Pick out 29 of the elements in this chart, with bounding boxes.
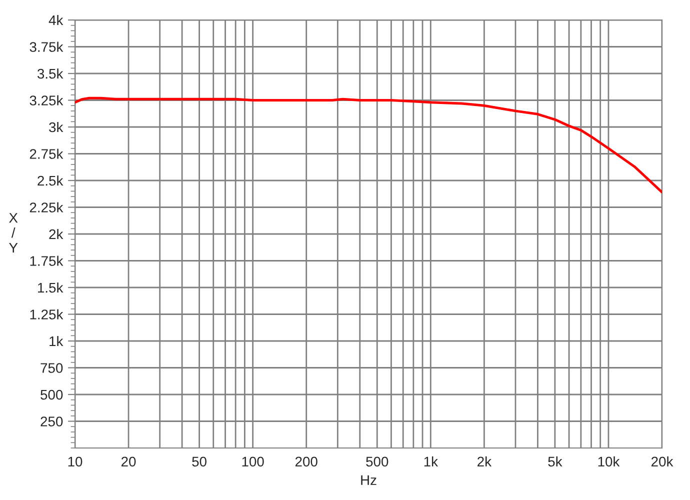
y-tick-label: 3k bbox=[49, 122, 64, 132]
x-tick-label: 2k bbox=[478, 456, 492, 466]
x-tick-label: 100 bbox=[242, 456, 264, 467]
x-tick-label: 20k bbox=[652, 456, 674, 467]
x-tick-label: 1k bbox=[424, 456, 438, 466]
x-axis-title: Hz bbox=[361, 475, 376, 485]
y-tick-label: 3.25k bbox=[30, 95, 64, 106]
x-tick-label: 5k bbox=[548, 456, 562, 467]
y-tick-label: 750 bbox=[40, 363, 63, 373]
y-tick-label: 1.75k bbox=[30, 256, 64, 266]
y-tick-label: 2.5k bbox=[38, 175, 64, 186]
x-tick-label: 200 bbox=[295, 456, 318, 467]
y-tick-label: 250 bbox=[40, 416, 63, 426]
x-tick-label: 50 bbox=[192, 456, 206, 467]
y-tick-label: 4k bbox=[48, 14, 64, 26]
y-tick-label: 1.25k bbox=[30, 309, 64, 320]
y-axis-title: X / Y bbox=[9, 213, 18, 253]
y-tick-label: 3.75k bbox=[30, 42, 64, 52]
y-tick-label: 1.5k bbox=[38, 282, 64, 293]
y-tick-label: 2k bbox=[49, 228, 64, 240]
x-tick-label: 10 bbox=[68, 456, 82, 467]
y-tick-label: 2.75k bbox=[30, 148, 64, 159]
y-tick-label: 1k bbox=[50, 336, 64, 346]
x-tick-label: 20 bbox=[122, 456, 136, 467]
y-tick-label: 3.5k bbox=[37, 68, 64, 79]
y-tick-label: 500 bbox=[40, 390, 63, 400]
y-tick-label: 2.25k bbox=[30, 202, 64, 212]
x-tick-label: 500 bbox=[366, 456, 388, 467]
x-tick-label: 10k bbox=[598, 456, 620, 467]
